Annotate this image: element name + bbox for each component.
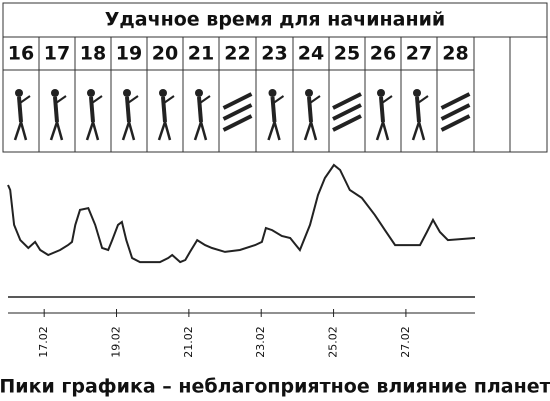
day-icon [121,89,139,141]
figure-leg [49,121,59,141]
figure-leg [127,121,136,141]
figure-leg [193,121,203,141]
x-tick-label: 21.02 [182,326,195,358]
hatch [222,92,253,110]
day-label: 18 [80,43,106,65]
figure-arm [55,95,67,104]
day-icon [332,92,362,132]
figure-head [268,89,277,97]
figure-arm [199,95,211,104]
caption: Пики графика – неблагоприятное влияние п… [0,376,550,398]
table-frame [2,2,548,153]
hatch [332,103,362,121]
figure-body [17,96,23,123]
figure-leg [13,121,23,141]
figure-leg [91,121,100,141]
figure-body [125,96,131,123]
hatch [222,114,253,132]
figure-body [161,96,167,123]
figure-leg [417,121,426,141]
day-label: 20 [152,43,178,65]
figure-arm [272,95,285,104]
figure-leg [199,121,208,141]
day-label: 26 [370,43,396,65]
day-icon [85,89,103,141]
day-label: 22 [224,43,250,65]
figure-arm [19,95,31,104]
hatch [440,103,471,121]
figure-head [51,89,59,97]
day-label: 28 [442,43,468,65]
figure-head [413,89,421,97]
day-icon [267,89,285,141]
figure-leg [19,121,28,141]
chart: 17.02 19.02 21.02 23.02 25.02 27.02 [7,163,476,358]
figure-body [307,96,313,123]
day-icon [193,89,211,141]
figure-leg [273,121,281,141]
day-icon [13,89,31,141]
day-icon [440,92,471,132]
x-tick-label: 27.02 [399,326,412,358]
figure-leg [309,121,318,141]
figure-arm [381,95,393,104]
day-icon [375,89,393,141]
figure-leg [267,121,276,141]
hatch [440,92,471,110]
figure-leg [375,121,385,141]
figure-leg [157,121,167,141]
figure-head [87,89,95,97]
hatch [332,114,362,132]
figure-arm [417,95,429,104]
figure-body [415,96,421,123]
figure-arm [163,95,175,104]
figure-leg [85,121,95,141]
table-title: Удачное время для начинаний [105,9,445,31]
day-label: 21 [188,43,214,65]
day-icon [222,92,253,132]
figure-head [15,89,23,97]
figure-leg [303,121,313,141]
day-label: 19 [116,43,142,65]
figure-head [305,89,313,97]
figure-arm [309,95,321,104]
figure-arm [127,95,139,104]
day-icon [411,89,429,141]
figure-head [377,89,385,97]
day-icon [303,89,321,141]
day-label: 25 [334,43,360,65]
figure-leg [411,121,421,141]
figure-head [195,89,203,97]
hatch [332,92,362,110]
figure-body [197,96,203,123]
day-label: 27 [406,43,432,65]
figure-body [89,96,95,123]
figure-body [53,96,59,123]
figure-arm [91,95,103,104]
x-tick-label: 25.02 [327,326,340,358]
x-tick-label: 17.02 [37,326,50,358]
figure-leg [163,121,172,141]
day-label: 17 [44,43,70,65]
day-table: 16 17 18 19 20 21 22 23 24 25 26 27 28 [8,37,511,152]
day-label: 24 [298,43,324,65]
figure-head [159,89,167,97]
figure-leg [55,121,64,141]
hatch [440,114,471,132]
day-icon [49,89,67,141]
data-line [7,163,476,264]
x-tick-label: 19.02 [110,326,123,358]
figure-head [123,89,131,97]
day-label: 23 [261,43,287,65]
hatch [222,103,253,121]
x-tick-label: 23.02 [254,326,267,358]
figure-body [379,96,385,123]
figure-body [270,96,277,123]
figure-leg [381,121,390,141]
day-icon [157,89,175,141]
figure-leg [121,121,131,141]
day-label: 16 [8,43,34,65]
